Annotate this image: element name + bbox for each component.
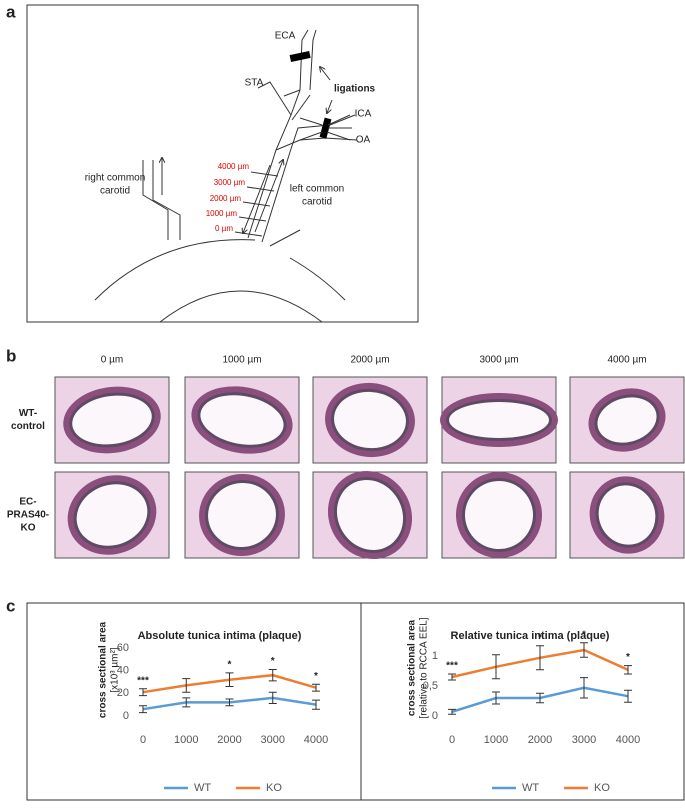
y-axis-label: cross sectional area: [98, 621, 109, 718]
vessel-lumen: [208, 482, 276, 548]
chart-title: Absolute tunica intima (plaque): [138, 630, 302, 642]
error-bar: [182, 678, 191, 693]
vessel-lumen: [76, 484, 148, 546]
y-tick-label: 0: [432, 710, 438, 722]
error-bar: [448, 708, 456, 715]
chart-frame: [26, 602, 685, 801]
distance-label: 1000 µm: [206, 209, 238, 218]
legend-label: KO: [266, 782, 282, 794]
legend-label: KO: [594, 782, 610, 794]
vessel-label: ligations: [334, 84, 376, 95]
vessel-label: right common: [85, 173, 146, 184]
distance-label: 2000 µm: [210, 194, 242, 203]
error-bar: [139, 705, 147, 714]
vessel-lumen: [336, 479, 404, 551]
x-tick-label: 0: [449, 734, 455, 746]
y-tick-label: 40: [117, 665, 129, 677]
column-label: 1000 µm: [222, 355, 261, 366]
distance-label: 3000 µm: [214, 178, 246, 187]
error-bar: [536, 692, 544, 704]
vessel-label: ICA: [355, 109, 372, 120]
x-tick-label: 3000: [261, 734, 285, 746]
x-tick-label: 4000: [616, 734, 640, 746]
distance-label: 0 µm: [215, 224, 233, 233]
error-bar: [312, 683, 320, 692]
y-tick-label: 1: [432, 650, 438, 662]
vessel-lumen: [598, 485, 656, 545]
error-bar: [448, 673, 456, 681]
row-label: EC-: [19, 497, 36, 508]
panel-letter: c: [6, 596, 15, 615]
error-bar: [268, 669, 277, 682]
error-bar: [580, 642, 588, 658]
x-tick-label: 1000: [174, 734, 198, 746]
significance: *: [582, 629, 586, 640]
y-axis-unit: [relative to RCCA EEL]: [419, 617, 430, 718]
column-label: 0 µm: [101, 355, 123, 366]
column-label: 4000 µm: [607, 355, 646, 366]
error-bar: [139, 688, 147, 697]
row-label: control: [11, 421, 45, 432]
panel-letter: b: [6, 346, 16, 365]
error-bar: [225, 698, 234, 707]
significance: ***: [137, 675, 149, 686]
legend-label: WT: [522, 782, 539, 794]
chart-title: Relative tunica intima (plaque): [451, 630, 610, 642]
legend-label: WT: [194, 782, 211, 794]
vessel-lumen: [334, 391, 406, 449]
distance-label: 4000 µm: [218, 162, 250, 171]
vessel-diagram: [26, 4, 419, 323]
vessel-label: carotid: [302, 197, 332, 208]
y-axis-unit: [x10³ µm²]: [110, 647, 121, 692]
vessel-label: OA: [356, 135, 371, 146]
error-bar: [624, 689, 632, 703]
column-label: 3000 µm: [479, 355, 518, 366]
significance: *: [538, 632, 542, 643]
error-bar: [492, 691, 500, 705]
vessel-label: STA: [245, 78, 264, 89]
vessel-label: carotid: [100, 186, 130, 197]
significance: ***: [446, 661, 458, 672]
vessel-lumen: [465, 481, 533, 549]
error-bar: [624, 665, 632, 675]
vessel-lumen: [597, 397, 657, 443]
significance: *: [228, 660, 232, 671]
y-tick-label: 0,5: [423, 680, 438, 692]
y-tick-label: 0: [123, 710, 129, 722]
vessel-label: left common: [290, 184, 344, 195]
column-label: 2000 µm: [350, 355, 389, 366]
vessel-lumen: [449, 402, 549, 438]
error-bar: [182, 697, 191, 708]
significance: *: [271, 656, 275, 667]
y-tick-label: 20: [117, 687, 129, 699]
error-bar: [225, 672, 234, 688]
x-tick-label: 2000: [217, 734, 241, 746]
x-tick-label: 2000: [528, 734, 552, 746]
row-label: PRAS40-: [7, 510, 49, 521]
x-tick-label: 0: [140, 734, 146, 746]
x-tick-label: 1000: [484, 734, 508, 746]
x-tick-label: 4000: [304, 734, 328, 746]
error-bar: [492, 654, 500, 680]
vessel-lumen: [200, 395, 284, 445]
vessel-label: ECA: [275, 31, 296, 42]
y-axis-label: cross sectional area: [407, 619, 418, 716]
significance: *: [314, 671, 318, 682]
histology-panel: [54, 376, 685, 560]
y-tick-label: 60: [117, 642, 129, 654]
vessel-lumen: [72, 395, 152, 445]
x-tick-label: 3000: [572, 734, 596, 746]
row-label: KO: [21, 523, 36, 534]
error-bar: [312, 699, 320, 710]
panel-letter: a: [6, 2, 16, 21]
error-bar: [536, 645, 544, 671]
row-label: WT-: [19, 408, 37, 419]
error-bar: [268, 691, 277, 705]
significance: *: [626, 652, 630, 663]
error-bar: [580, 677, 588, 699]
